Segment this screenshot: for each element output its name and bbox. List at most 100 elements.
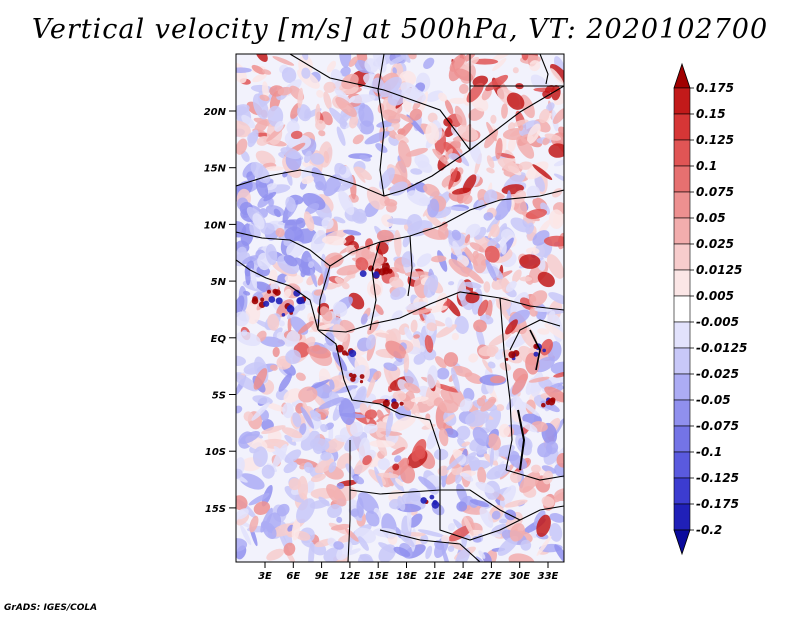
- field-blob: [327, 504, 342, 518]
- field-blob: [540, 400, 560, 413]
- field-blob: [352, 134, 364, 145]
- lat-label: 15N: [204, 164, 227, 175]
- field-blob: [497, 152, 515, 159]
- field-blob: [243, 290, 251, 296]
- field-blob: [553, 491, 564, 503]
- field-blob: [536, 514, 551, 537]
- field-blob: [262, 522, 277, 540]
- field-blob: [485, 259, 497, 282]
- field-blob: [472, 75, 489, 87]
- field-blob: [462, 174, 477, 194]
- field-blob: [525, 247, 540, 255]
- field-blob: [288, 478, 301, 491]
- field-blob: [338, 398, 356, 425]
- field-blob: [386, 218, 413, 225]
- field-blob: [236, 104, 250, 116]
- convective-cell: [541, 402, 546, 408]
- field-blob: [291, 518, 301, 541]
- field-blob: [249, 515, 259, 533]
- field-blob: [468, 353, 479, 363]
- field-blob: [300, 406, 315, 429]
- field-blob: [521, 401, 540, 417]
- field-blob: [285, 349, 301, 365]
- colorbar-segment: [673, 451, 691, 479]
- field-blob: [379, 167, 395, 190]
- field-blob: [387, 126, 394, 132]
- field-blob: [461, 441, 471, 447]
- field-blob: [357, 492, 379, 515]
- field-blob: [451, 332, 460, 341]
- lon-label: 30E: [509, 571, 530, 582]
- field-blob: [413, 334, 420, 339]
- lon-label: 24E: [453, 571, 474, 582]
- field-blob: [346, 244, 357, 256]
- field-blob: [390, 286, 407, 301]
- field-blob: [526, 185, 540, 199]
- field-blob: [394, 229, 402, 257]
- field-blob: [283, 388, 302, 403]
- colorbar-label: -0.0125: [696, 341, 747, 355]
- field-blob: [410, 319, 418, 333]
- field-blob: [457, 125, 479, 141]
- field-blob: [498, 518, 508, 524]
- colorbar-label: 0.1: [696, 159, 717, 173]
- field-blob: [438, 428, 449, 447]
- field-blob: [261, 438, 289, 449]
- field-blob: [547, 310, 556, 325]
- field-blob: [477, 299, 489, 317]
- field-blob: [374, 304, 384, 315]
- field-blob: [512, 67, 519, 74]
- field-blob: [261, 425, 286, 435]
- lon-label: 15E: [368, 571, 389, 582]
- field-blob: [418, 476, 437, 491]
- field-blob: [501, 103, 508, 119]
- field-blob: [358, 536, 369, 551]
- field-blob: [448, 281, 455, 286]
- field-blob: [510, 217, 530, 233]
- field-blob: [451, 365, 473, 377]
- field-blob: [516, 136, 535, 159]
- field-blob: [409, 513, 423, 528]
- border-line: [236, 231, 331, 267]
- field-blob: [548, 143, 564, 158]
- field-blob: [513, 119, 529, 127]
- field-blob: [542, 470, 554, 485]
- field-blob: [407, 190, 430, 207]
- border-line: [317, 329, 521, 521]
- lon-label: 9E: [315, 571, 329, 582]
- field-blob: [425, 545, 433, 560]
- field-blob: [385, 340, 407, 359]
- field-blob: [490, 114, 497, 124]
- border-line: [379, 529, 481, 562]
- field-blob: [241, 150, 250, 162]
- field-blob: [558, 126, 564, 139]
- convective-cell: [281, 313, 286, 317]
- field-blob: [489, 531, 502, 538]
- field-blob: [308, 261, 315, 268]
- field-blob: [432, 148, 450, 167]
- field-blob: [256, 135, 270, 146]
- field-blob: [301, 67, 311, 79]
- colorbar-label: -0.025: [696, 367, 739, 381]
- field-blob: [531, 464, 541, 474]
- field-blob: [310, 153, 325, 165]
- field-blob: [245, 302, 261, 325]
- field-blob: [529, 290, 548, 307]
- field-blob: [236, 331, 261, 347]
- field-blob: [296, 498, 316, 524]
- field-blob: [362, 455, 372, 466]
- field-blob: [453, 68, 474, 82]
- field-blob: [482, 358, 493, 374]
- field-blob: [451, 367, 460, 393]
- field-blob: [252, 73, 267, 83]
- field-blob: [537, 271, 555, 288]
- convective-cell: [286, 305, 295, 313]
- colorbar-segment: [673, 425, 691, 453]
- field-blob: [417, 529, 445, 538]
- field-blob: [334, 88, 351, 104]
- field-blob: [243, 411, 254, 422]
- colorbar-label: -0.1: [696, 445, 722, 459]
- field-blob: [447, 545, 455, 552]
- field-blob: [261, 81, 269, 99]
